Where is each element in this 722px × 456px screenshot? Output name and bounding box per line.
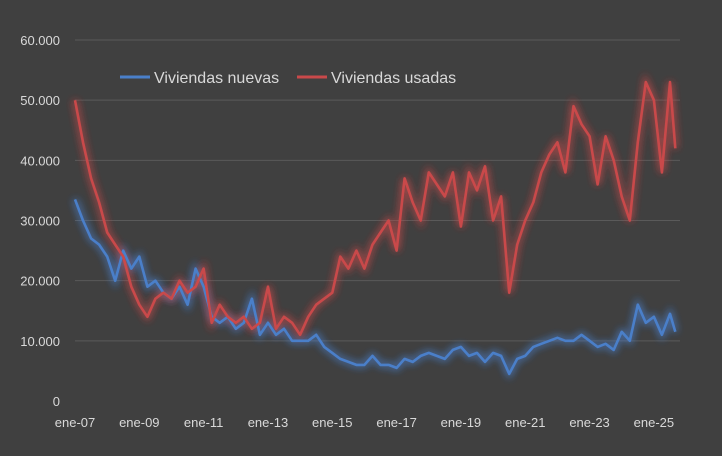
y-tick-label: 0 bbox=[53, 394, 60, 409]
legend: Viviendas nuevas Viviendas usadas bbox=[120, 70, 456, 87]
legend-label: Viviendas nuevas bbox=[154, 70, 279, 87]
x-tick-label: ene-17 bbox=[376, 415, 416, 430]
x-axis: ene-07 ene-09 ene-11 ene-13 ene-15 ene-17 ene-… bbox=[55, 415, 674, 430]
x-tick-label: ene-25 bbox=[634, 415, 674, 430]
series-line-usadas bbox=[73, 80, 677, 337]
x-tick-label: ene-09 bbox=[119, 415, 159, 430]
x-tick-label: ene-19 bbox=[441, 415, 481, 430]
series-glow bbox=[72, 198, 678, 380]
y-tick-label: 20.000 bbox=[20, 274, 60, 289]
x-tick-label: ene-11 bbox=[184, 415, 224, 430]
y-tick-label: 40.000 bbox=[20, 153, 60, 168]
y-tick-label: 50.000 bbox=[20, 93, 60, 108]
y-tick-label: 10.000 bbox=[20, 334, 60, 349]
y-axis: 0 10.000 20.000 30.000 40.000 50.000 60.000 bbox=[20, 33, 60, 409]
y-tick-label: 30.000 bbox=[20, 214, 60, 229]
x-tick-label: ene-23 bbox=[569, 415, 609, 430]
series-glow bbox=[72, 73, 678, 340]
x-tick-label: ene-07 bbox=[55, 415, 95, 430]
gridlines bbox=[75, 39, 680, 342]
series-line-nuevas bbox=[73, 198, 677, 376]
y-tick-label: 60.000 bbox=[20, 33, 60, 48]
x-tick-label: ene-13 bbox=[248, 415, 288, 430]
x-tick-label: ene-15 bbox=[312, 415, 352, 430]
series-lines bbox=[72, 73, 678, 380]
x-tick-label: ene-21 bbox=[505, 415, 545, 430]
legend-label: Viviendas usadas bbox=[331, 70, 456, 87]
